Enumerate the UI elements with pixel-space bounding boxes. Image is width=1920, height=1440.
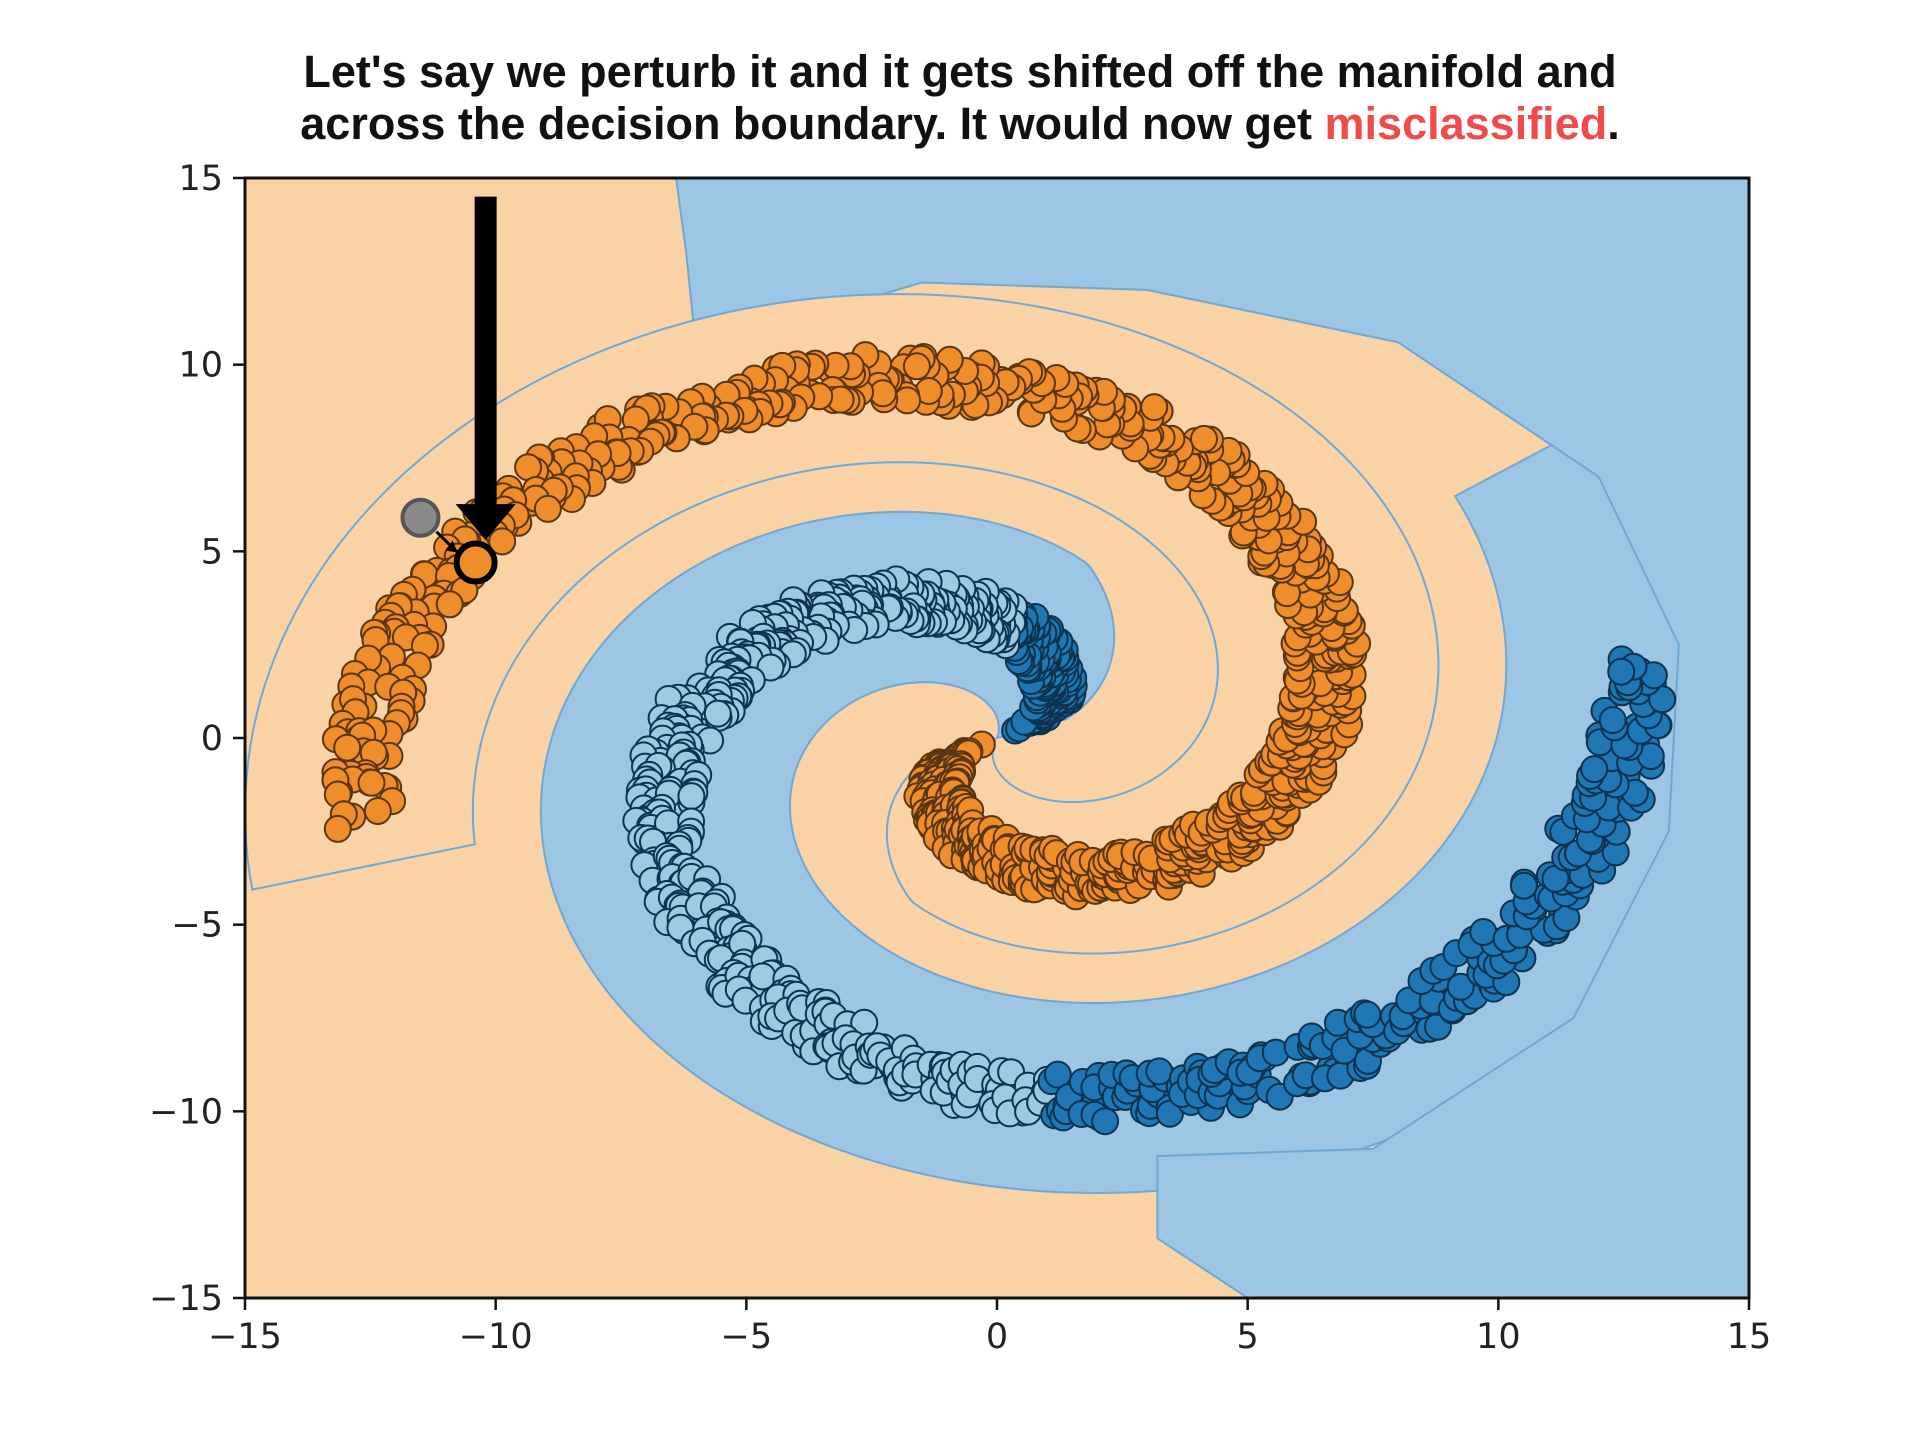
- orange-point: [435, 590, 464, 619]
- blue-point: [1509, 871, 1538, 900]
- blue-point: [1469, 918, 1498, 946]
- y-tick-label: −5: [171, 906, 223, 946]
- blue-point: [1043, 1060, 1072, 1089]
- x-tick-label: 15: [1727, 1317, 1772, 1357]
- annotations: [400, 196, 516, 585]
- caption-line-1: Let's say we perturb it and it gets shif…: [303, 46, 1617, 97]
- arrow-head: [455, 504, 516, 541]
- scatter-points: [321, 341, 1677, 1136]
- blue-point: [1598, 706, 1627, 735]
- y-tick-label: −10: [149, 1092, 223, 1132]
- blue-point: [1353, 1000, 1382, 1029]
- blue-point: [1607, 657, 1636, 686]
- x-tick-label: 10: [1476, 1317, 1521, 1357]
- x-tick-label: −15: [208, 1317, 282, 1357]
- blue-point: [1446, 972, 1475, 1001]
- blue-point: [703, 699, 732, 728]
- perturbation-arrow-head: [445, 540, 458, 553]
- caption-line-2-end: .: [1607, 98, 1620, 149]
- x-tick-label: −5: [721, 1317, 773, 1357]
- slide-caption: Let's say we perturb it and it gets shif…: [0, 46, 1920, 150]
- y-tick-label: 5: [201, 532, 223, 572]
- orange-point: [333, 733, 362, 762]
- caption-highlight-misclassified: misclassified: [1324, 98, 1608, 149]
- orange-point: [533, 494, 562, 523]
- x-tick-label: 5: [1237, 1317, 1259, 1357]
- arrow-shaft: [474, 196, 497, 507]
- perturbed-point: [453, 540, 498, 585]
- y-tick-label: 15: [178, 159, 223, 199]
- blue-point: [1580, 755, 1609, 784]
- caption-line-2-text: across the decision boundary. It would n…: [300, 98, 1325, 149]
- x-tick-label: −10: [459, 1317, 533, 1357]
- original-point: [400, 497, 441, 538]
- y-tick-label: 0: [201, 719, 223, 759]
- plot-area: [245, 178, 1749, 1298]
- orange-point: [488, 527, 517, 556]
- blue-point: [1091, 1107, 1120, 1136]
- y-tick-label: 10: [178, 346, 223, 386]
- orange-point: [323, 814, 352, 843]
- orange-point: [902, 352, 931, 381]
- y-tick-label: −15: [149, 1279, 223, 1319]
- blue-point: [677, 782, 706, 811]
- orange-point: [1190, 424, 1218, 453]
- orange-point: [363, 797, 392, 825]
- x-tick-label: 0: [986, 1317, 1008, 1357]
- axis-ticks: −15 −10 −5 0 5 10 15 15 10 5 0 −5 −10 −15: [149, 159, 1771, 1357]
- orange-point: [1140, 393, 1169, 422]
- caption-line-2: across the decision boundary. It would n…: [0, 98, 1920, 150]
- orange-point: [357, 768, 386, 797]
